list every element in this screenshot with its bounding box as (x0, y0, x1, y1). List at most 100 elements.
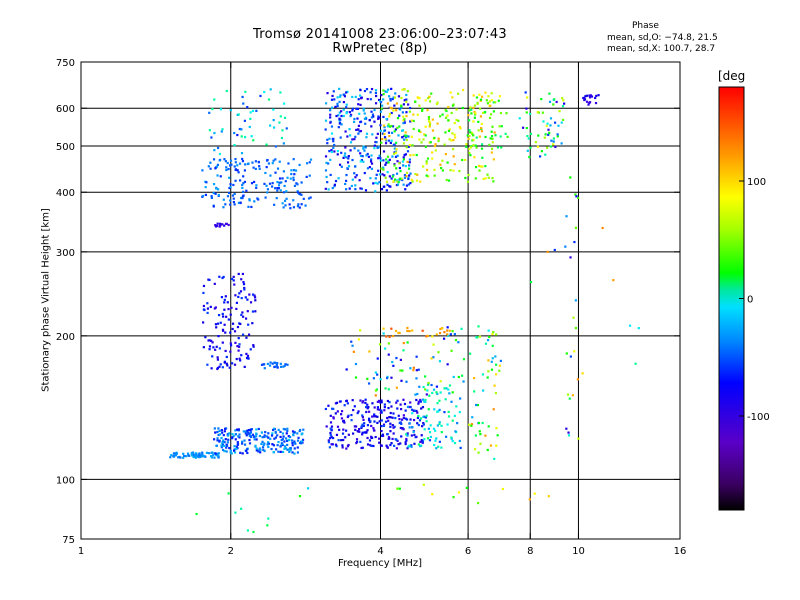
data-point (223, 323, 226, 326)
data-point (346, 167, 349, 170)
data-point (267, 436, 270, 439)
data-point (241, 442, 244, 445)
data-point (446, 333, 449, 336)
data-point (357, 410, 360, 413)
data-point (427, 408, 430, 411)
data-point (402, 115, 405, 118)
data-point (387, 123, 390, 126)
data-point (457, 491, 461, 494)
data-point (400, 106, 403, 109)
data-point (491, 137, 494, 140)
data-point (360, 446, 363, 450)
data-point (412, 430, 415, 434)
data-point (408, 330, 411, 333)
data-point (262, 363, 265, 366)
data-point (406, 434, 409, 437)
data-point (246, 310, 249, 313)
data-point (402, 341, 405, 345)
data-point (392, 426, 395, 429)
data-point (547, 495, 550, 498)
data-point (490, 147, 494, 150)
data-point (441, 159, 444, 162)
data-point (422, 423, 425, 426)
data-point (439, 391, 442, 394)
data-point (216, 437, 219, 440)
data-point (374, 177, 377, 180)
data-point (271, 182, 274, 185)
data-point (529, 146, 532, 149)
data-point (291, 444, 294, 447)
data-point (466, 180, 470, 183)
data-point (399, 408, 403, 411)
data-point (386, 171, 389, 174)
data-point (258, 447, 262, 450)
data-point (484, 91, 487, 94)
data-point (395, 102, 399, 105)
data-point (383, 136, 387, 139)
data-point (203, 308, 206, 312)
data-point (305, 175, 308, 179)
data-point (380, 434, 384, 437)
data-point (261, 436, 264, 439)
data-point (378, 399, 381, 403)
data-point (245, 336, 248, 339)
data-point (560, 121, 563, 124)
data-point (232, 435, 235, 438)
data-point (451, 391, 454, 394)
data-point (272, 119, 275, 122)
data-point (343, 404, 346, 407)
data-point (360, 158, 364, 162)
data-point (332, 407, 335, 411)
data-point (223, 308, 226, 311)
data-point (473, 448, 477, 451)
data-point (233, 165, 236, 168)
data-point (237, 337, 240, 340)
data-point (574, 299, 577, 302)
data-point (328, 137, 331, 140)
data-point (296, 446, 299, 449)
data-point (258, 165, 261, 168)
data-point (284, 447, 288, 450)
data-point (347, 154, 350, 158)
data-point (260, 442, 263, 446)
data-point (226, 195, 230, 198)
data-point (238, 433, 241, 436)
data-point (443, 387, 446, 390)
data-point (242, 430, 245, 433)
data-point (236, 169, 239, 172)
data-point (351, 138, 354, 141)
data-point (488, 100, 491, 103)
data-point (329, 434, 332, 437)
data-point (208, 129, 211, 132)
data-point (410, 178, 413, 181)
data-point (481, 165, 484, 168)
data-point (233, 283, 236, 286)
data-point (480, 130, 483, 133)
data-point (446, 423, 449, 426)
data-point (327, 439, 330, 442)
data-point (439, 327, 442, 331)
data-point (191, 454, 194, 457)
data-point (433, 145, 437, 148)
data-point (567, 431, 570, 434)
data-point (405, 184, 409, 187)
x-tick-label: 8 (527, 546, 533, 557)
data-point (241, 95, 244, 99)
data-point (420, 407, 423, 410)
data-point (304, 204, 307, 207)
data-point (544, 153, 547, 156)
data-point (398, 331, 401, 335)
data-point (438, 422, 441, 425)
data-point (250, 182, 254, 185)
data-point (381, 433, 384, 436)
data-point (399, 369, 402, 372)
data-point (428, 95, 431, 98)
x-tick-label: 4 (377, 546, 383, 557)
data-point (380, 419, 383, 422)
data-point (276, 444, 279, 447)
data-point (366, 97, 369, 101)
data-point (218, 159, 221, 162)
data-point (396, 183, 400, 186)
data-point (326, 181, 329, 184)
data-point (267, 445, 270, 449)
